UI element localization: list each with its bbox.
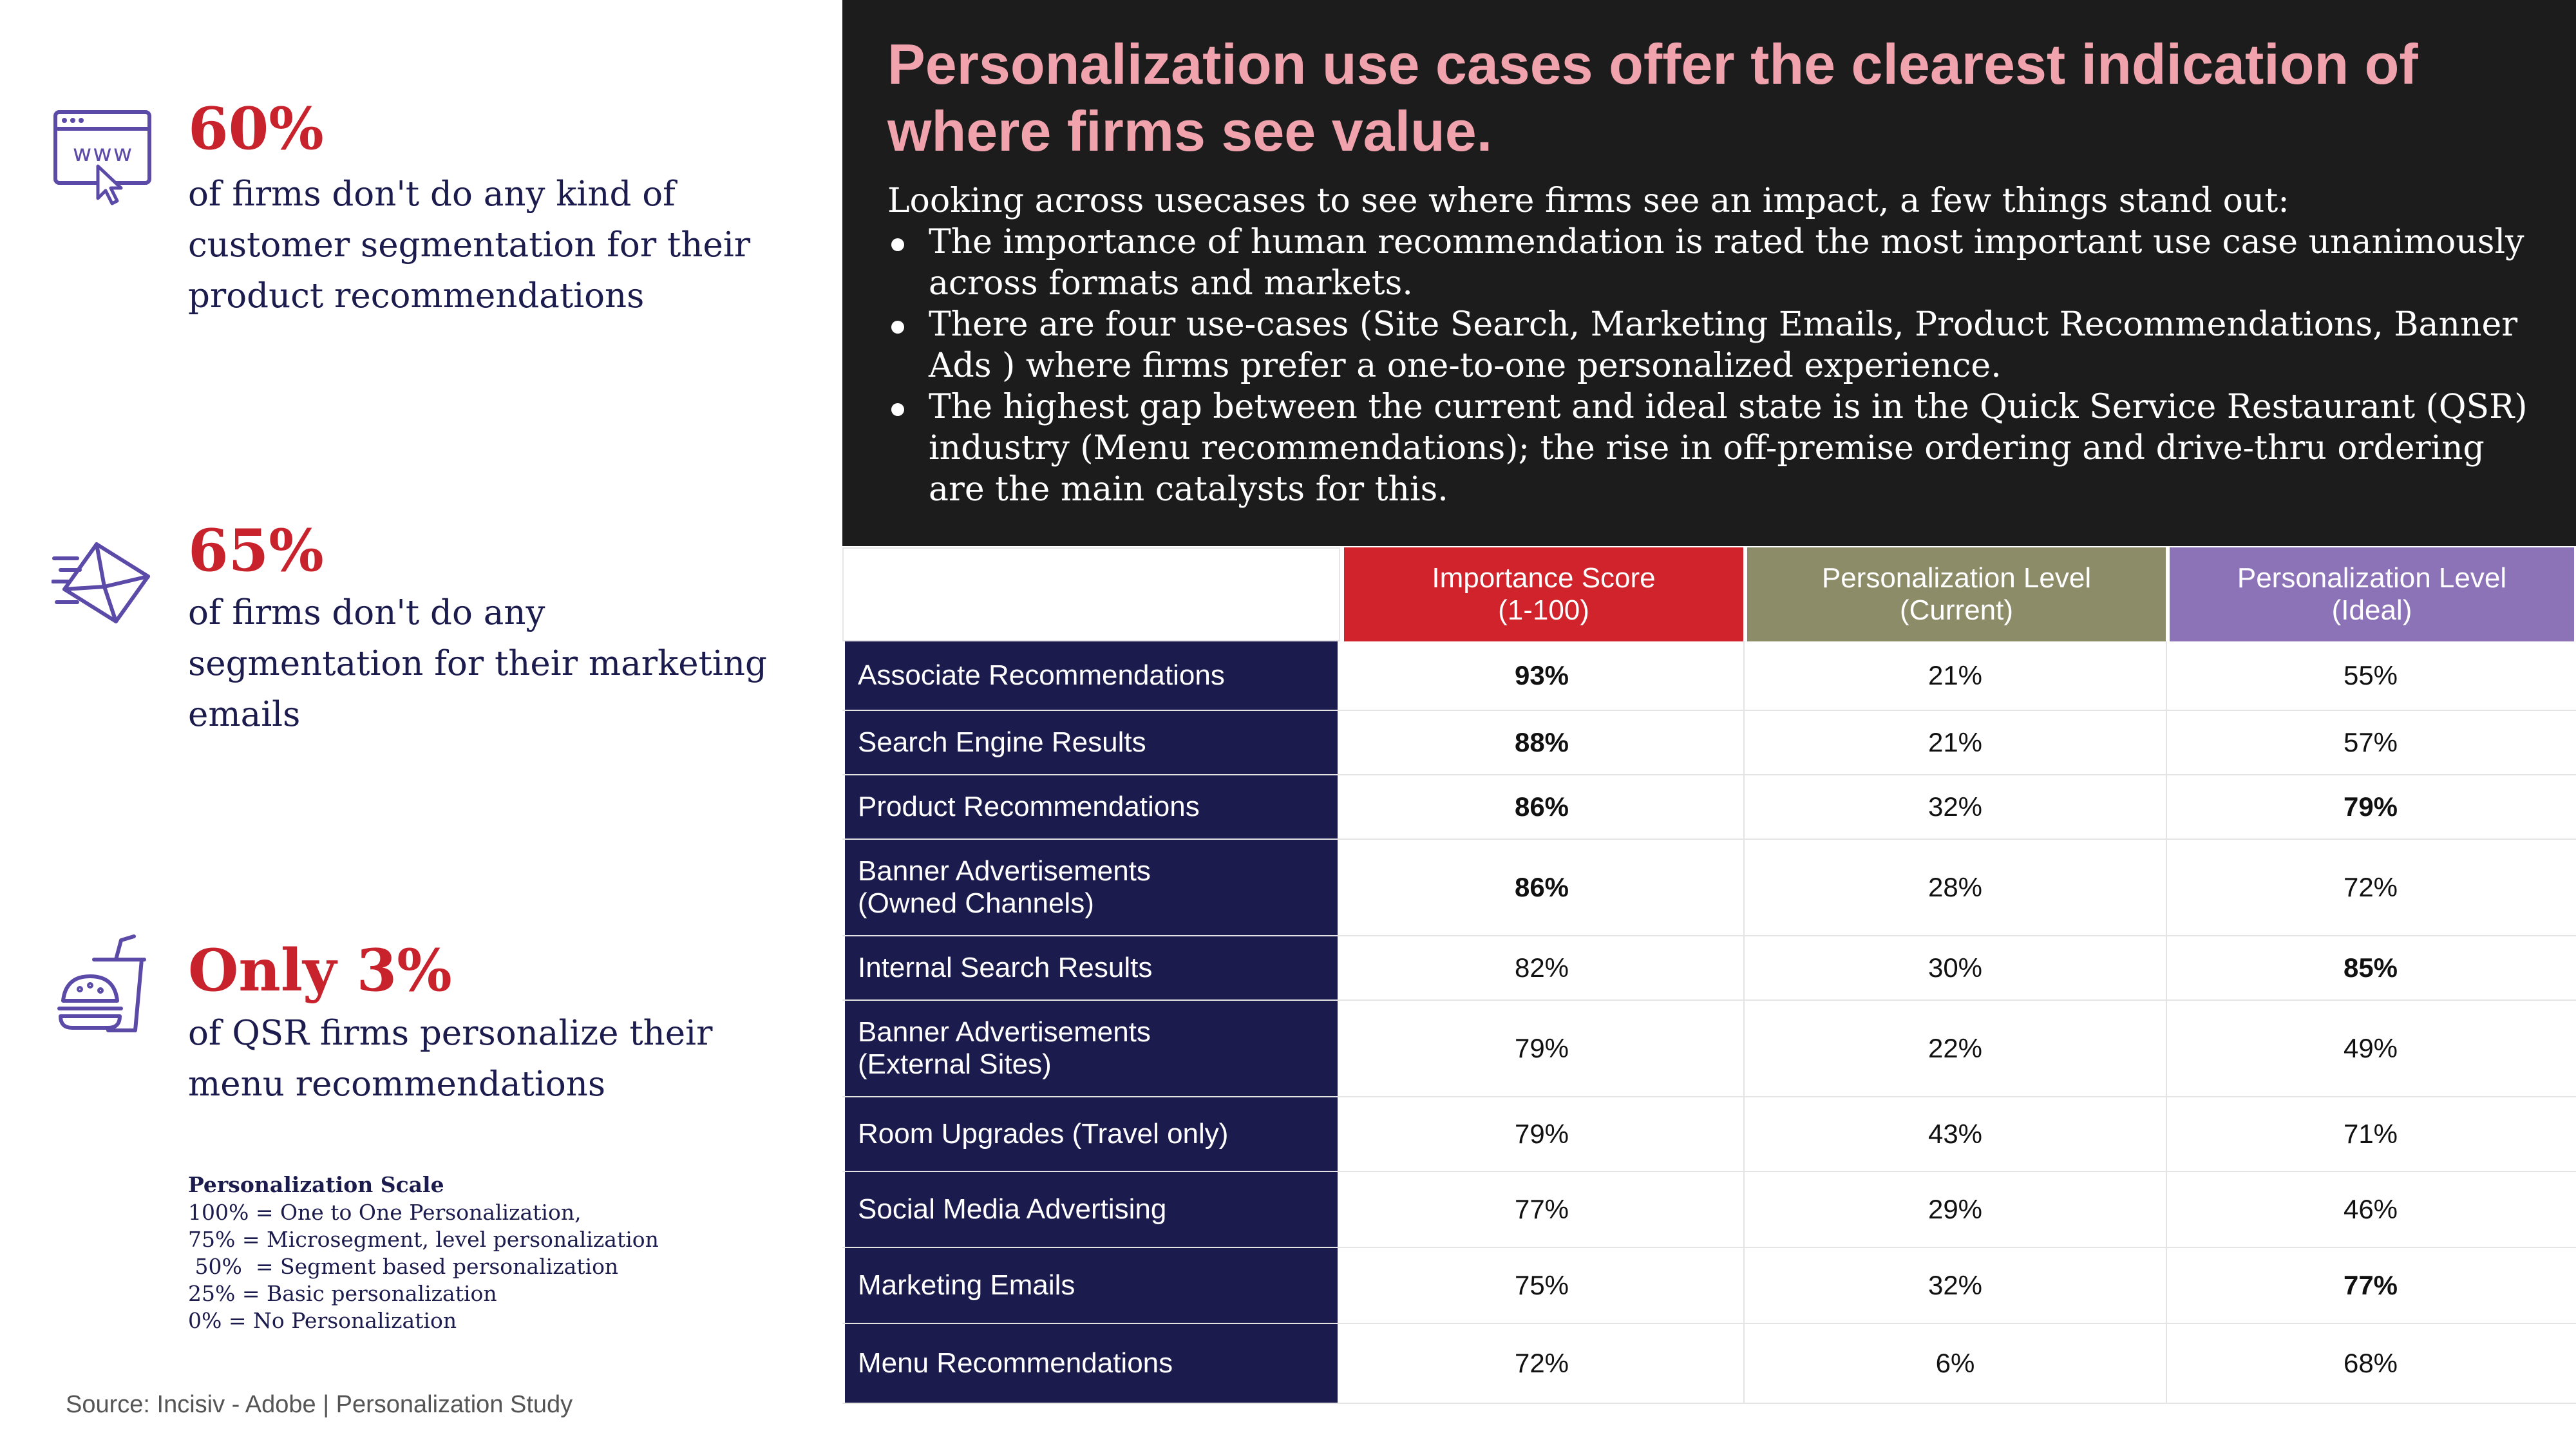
table-row: Room Upgrades (Travel only) 79% 43% 71% xyxy=(842,1097,2576,1172)
cell-current: 28% xyxy=(1743,840,2166,935)
web-browser-icon: www xyxy=(53,110,151,205)
cell-ideal: 79% xyxy=(2166,775,2574,838)
cell-current: 21% xyxy=(1743,641,2166,710)
row-label: Internal Search Results xyxy=(845,936,1338,999)
row-label: Associate Recommendations xyxy=(845,641,1338,710)
cell-importance: 75% xyxy=(1514,1270,1569,1300)
row-label: Room Upgrades (Travel only) xyxy=(845,1097,1338,1171)
scale-line: 25% = Basic personalization xyxy=(188,1281,497,1306)
cell-ideal: 57% xyxy=(2166,711,2574,774)
table-row: Associate Recommendations 93% 21% 55% xyxy=(842,641,2576,711)
header-empty-cell xyxy=(842,547,1340,641)
page-title: Personalization use cases offer the clea… xyxy=(887,32,2418,163)
cell-current: 21% xyxy=(1743,711,2166,774)
cell-importance: 93% xyxy=(1514,660,1569,690)
scale-line: 50% = Segment based personalization xyxy=(188,1254,619,1279)
scale-line: 100% = One to One Personalization, xyxy=(188,1200,582,1225)
stat-description: of firms don't do any kind of customer s… xyxy=(188,175,751,316)
use-case-table: Importance Score (1-100) Personalization… xyxy=(842,547,2576,1404)
row-label: Banner Advertisements (External Sites) xyxy=(845,1001,1338,1096)
send-email-icon xyxy=(52,542,150,623)
bullet-list: The importance of human recommendation i… xyxy=(887,222,2549,510)
table-header: Importance Score (1-100) Personalization… xyxy=(842,547,2576,641)
cell-ideal: 68% xyxy=(2166,1324,2574,1403)
cell-current: 32% xyxy=(1743,1248,2166,1323)
row-label: Marketing Emails xyxy=(845,1248,1338,1323)
svg-text:www: www xyxy=(73,140,133,167)
cell-importance: 79% xyxy=(1514,1033,1569,1063)
scale-title: Personalization Scale xyxy=(188,1172,444,1197)
cell-importance: 86% xyxy=(1514,872,1569,902)
cell-importance: 77% xyxy=(1514,1194,1569,1224)
row-label: Product Recommendations xyxy=(845,775,1338,838)
bullet-item: The importance of human recommendation i… xyxy=(887,222,2549,304)
bullet-item: There are four use-cases (Site Search, M… xyxy=(887,304,2549,386)
stat-description: of QSR firms personalize their menu reco… xyxy=(188,1014,713,1104)
header-current: Personalization Level (Current) xyxy=(1747,547,2166,641)
fast-food-icon xyxy=(57,934,146,1032)
scale-line: 75% = Microsegment, level personalizatio… xyxy=(188,1227,659,1252)
table-row: Search Engine Results 88% 21% 57% xyxy=(842,711,2576,775)
scale-line: 0% = No Personalization xyxy=(188,1308,457,1333)
row-label: Search Engine Results xyxy=(845,711,1338,774)
cell-current: 43% xyxy=(1743,1097,2166,1171)
cell-importance: 86% xyxy=(1514,791,1569,822)
personalization-scale: Personalization Scale 100% = One to One … xyxy=(188,1171,659,1334)
intro-line: Looking across usecases to see where fir… xyxy=(887,182,2289,220)
table-body: Associate Recommendations 93% 21% 55% Search… xyxy=(842,641,2576,1404)
cell-current: 29% xyxy=(1743,1172,2166,1247)
intro-text: Looking across usecases to see where fir… xyxy=(887,180,2549,510)
cell-ideal: 55% xyxy=(2166,641,2574,710)
table-row: Banner Advertisements (Owned Channels) 86… xyxy=(842,840,2576,936)
cell-ideal: 85% xyxy=(2166,936,2574,999)
row-label: Banner Advertisements (Owned Channels) xyxy=(845,840,1338,935)
table-row: Banner Advertisements (External Sites) 79… xyxy=(842,1001,2576,1097)
stat-value: Only 3% xyxy=(188,936,452,1005)
cell-current: 30% xyxy=(1743,936,2166,999)
cell-ideal: 71% xyxy=(2166,1097,2574,1171)
cell-importance: 88% xyxy=(1514,727,1569,757)
row-label: Social Media Advertising xyxy=(845,1172,1338,1247)
header-ideal: Personalization Level (Ideal) xyxy=(2170,547,2574,641)
table-row: Menu Recommendations 72% 6% 68% xyxy=(842,1324,2576,1404)
row-label: Menu Recommendations xyxy=(845,1324,1338,1403)
cell-current: 32% xyxy=(1743,775,2166,838)
cell-current: 6% xyxy=(1743,1324,2166,1403)
insight-panel: Personalization use cases offer the clea… xyxy=(842,0,2576,546)
bullet-item: The highest gap between the current and … xyxy=(887,386,2549,510)
stat-description: of firms don't do any segmentation for t… xyxy=(188,593,767,734)
source-note: Source: Incisiv - Adobe | Personalizatio… xyxy=(66,1391,573,1418)
header-importance: Importance Score (1-100) xyxy=(1344,547,1743,641)
cell-importance: 79% xyxy=(1514,1119,1569,1149)
cell-importance: 82% xyxy=(1514,952,1569,983)
cell-ideal: 49% xyxy=(2166,1001,2574,1096)
stat-value: 65% xyxy=(188,516,324,585)
table-row: Product Recommendations 86% 32% 79% xyxy=(842,775,2576,840)
cell-importance: 72% xyxy=(1514,1348,1569,1378)
table-row: Internal Search Results 82% 30% 85% xyxy=(842,936,2576,1001)
table-row: Social Media Advertising 77% 29% 46% xyxy=(842,1172,2576,1248)
cell-current: 22% xyxy=(1743,1001,2166,1096)
stat-value: 60% xyxy=(188,95,324,163)
cell-ideal: 46% xyxy=(2166,1172,2574,1247)
cell-ideal: 72% xyxy=(2166,840,2574,935)
table-row: Marketing Emails 75% 32% 77% xyxy=(842,1248,2576,1324)
cell-ideal: 77% xyxy=(2166,1248,2574,1323)
